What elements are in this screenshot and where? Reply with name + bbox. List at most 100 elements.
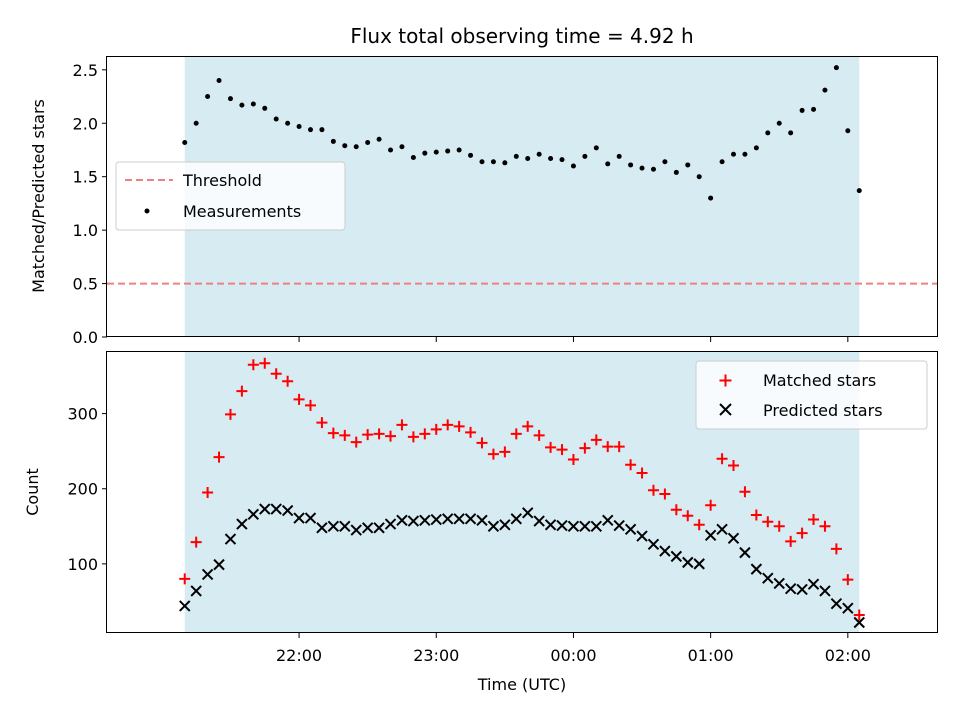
predicted-stars-point (419, 514, 431, 527)
matched-stars-point (728, 459, 740, 471)
predicted-stars-point (247, 508, 260, 520)
matched-stars-point (259, 357, 271, 369)
predicted-stars-point (602, 514, 614, 527)
predicted-stars-point (270, 503, 282, 515)
chart-title: Flux total observing time = 4.92 h (350, 24, 693, 48)
measurements-point (410, 154, 416, 160)
matched-stars-point (430, 423, 442, 435)
predicted-stars-point (259, 503, 271, 515)
measurements-point (662, 159, 668, 165)
predicted-stars-point (464, 513, 477, 525)
matched-stars-point (522, 420, 534, 432)
predicted-stars-point (716, 523, 728, 536)
measurements-point (273, 116, 279, 122)
predicted-stars-point (784, 582, 797, 595)
matched-stars-point (224, 408, 236, 420)
measurements-point (696, 174, 702, 180)
matched-stars-point (316, 417, 328, 429)
matched-stars-point (247, 359, 259, 371)
measurements-point (731, 151, 737, 157)
predicted-stars-point (522, 507, 534, 519)
predicted-stars-point (190, 585, 202, 597)
matched-stars-point (533, 429, 545, 441)
matched-stars-point (842, 574, 854, 586)
matched-stars-point (590, 434, 602, 446)
predicted-stars-point (476, 514, 488, 527)
measurements-point (628, 162, 634, 168)
predicted-stars-point (659, 545, 671, 557)
matched-stars-point (270, 368, 282, 380)
matched-stars-point (853, 609, 865, 621)
measurements-point (227, 96, 233, 102)
predicted-stars-point (636, 530, 648, 542)
measurements-point (822, 87, 828, 93)
measurements-point (616, 153, 622, 159)
predicted-stars-point (842, 602, 854, 614)
threshold-legend-label: Threshold (182, 171, 262, 190)
measurements-point (753, 145, 759, 151)
x-tick-label: 01:00 (688, 646, 734, 665)
measurements-point (422, 150, 428, 156)
bottom-panel: 100 200 300 22:00 23:00 00:00 01:00 02:00 Count… (23, 351, 938, 694)
predicted-stars-point (396, 514, 408, 527)
predicted-stars-point (682, 556, 694, 569)
measurements-point (319, 127, 325, 133)
matched-stars-point (293, 393, 305, 405)
predicted-stars-point (693, 558, 705, 570)
predicted-stars-point (670, 550, 683, 563)
measurements-point (605, 161, 611, 167)
predicted-stars-point (293, 512, 305, 524)
predicted-stars-point (350, 524, 362, 536)
measurements-point (388, 147, 394, 153)
matched-stars-point (487, 448, 499, 460)
measurements-point (708, 195, 714, 201)
predicted-stars-point (236, 518, 248, 530)
matched-stars-point (236, 385, 248, 397)
predicted-stars-point (613, 519, 625, 532)
matched-stars-point (282, 375, 294, 387)
matched-stars-point (350, 436, 362, 448)
predicted-stars-point (773, 577, 785, 590)
measurements-point (582, 153, 588, 159)
predicted-stars-point (441, 513, 454, 525)
measurements-point (376, 136, 382, 142)
top-axes-frame (106, 56, 938, 337)
matched-stars-point (602, 441, 614, 453)
matched-stars-point (682, 510, 694, 522)
x-tick-label: 00:00 (550, 646, 596, 665)
measurements-point (307, 127, 313, 133)
x-tick-label: 02:00 (825, 646, 871, 665)
predicted-stars-point (567, 520, 580, 533)
measurements-point (205, 94, 211, 100)
predicted-stars-point (487, 520, 500, 533)
matched-stars-point (465, 426, 477, 438)
predicted-stars-point (739, 546, 751, 559)
matched-stars-point (579, 442, 591, 454)
predicted-stars-point (430, 513, 442, 526)
predicted-stars-point (224, 533, 237, 545)
bottom-legend-box (695, 360, 928, 430)
matched-stars-point (304, 399, 316, 411)
measurements-point (342, 143, 348, 149)
top-legend-box (115, 161, 346, 231)
predicted-stars-point (339, 520, 351, 533)
predicted-stars-point (361, 522, 374, 534)
measurements-legend-label: Measurements (183, 202, 301, 221)
bottom-y-axis-label: Count (23, 468, 42, 516)
matched-stars-point (659, 488, 671, 500)
matched-stars-point (808, 514, 820, 526)
matched-stars-point (773, 520, 785, 532)
matched-stars-legend-swatch (719, 374, 732, 387)
measurements-point (182, 139, 188, 145)
measurements-point (559, 157, 565, 163)
predicted-stars-point (533, 515, 545, 527)
measurements-point (593, 145, 599, 151)
measurements-point (570, 163, 576, 169)
matched-stars-point (670, 504, 682, 516)
matched-stars-legend-label: Matched stars (763, 371, 876, 390)
matched-stars-point (830, 543, 842, 555)
matched-stars-point (373, 428, 385, 440)
matched-stars-point (762, 516, 774, 528)
measurements-point (833, 65, 839, 71)
